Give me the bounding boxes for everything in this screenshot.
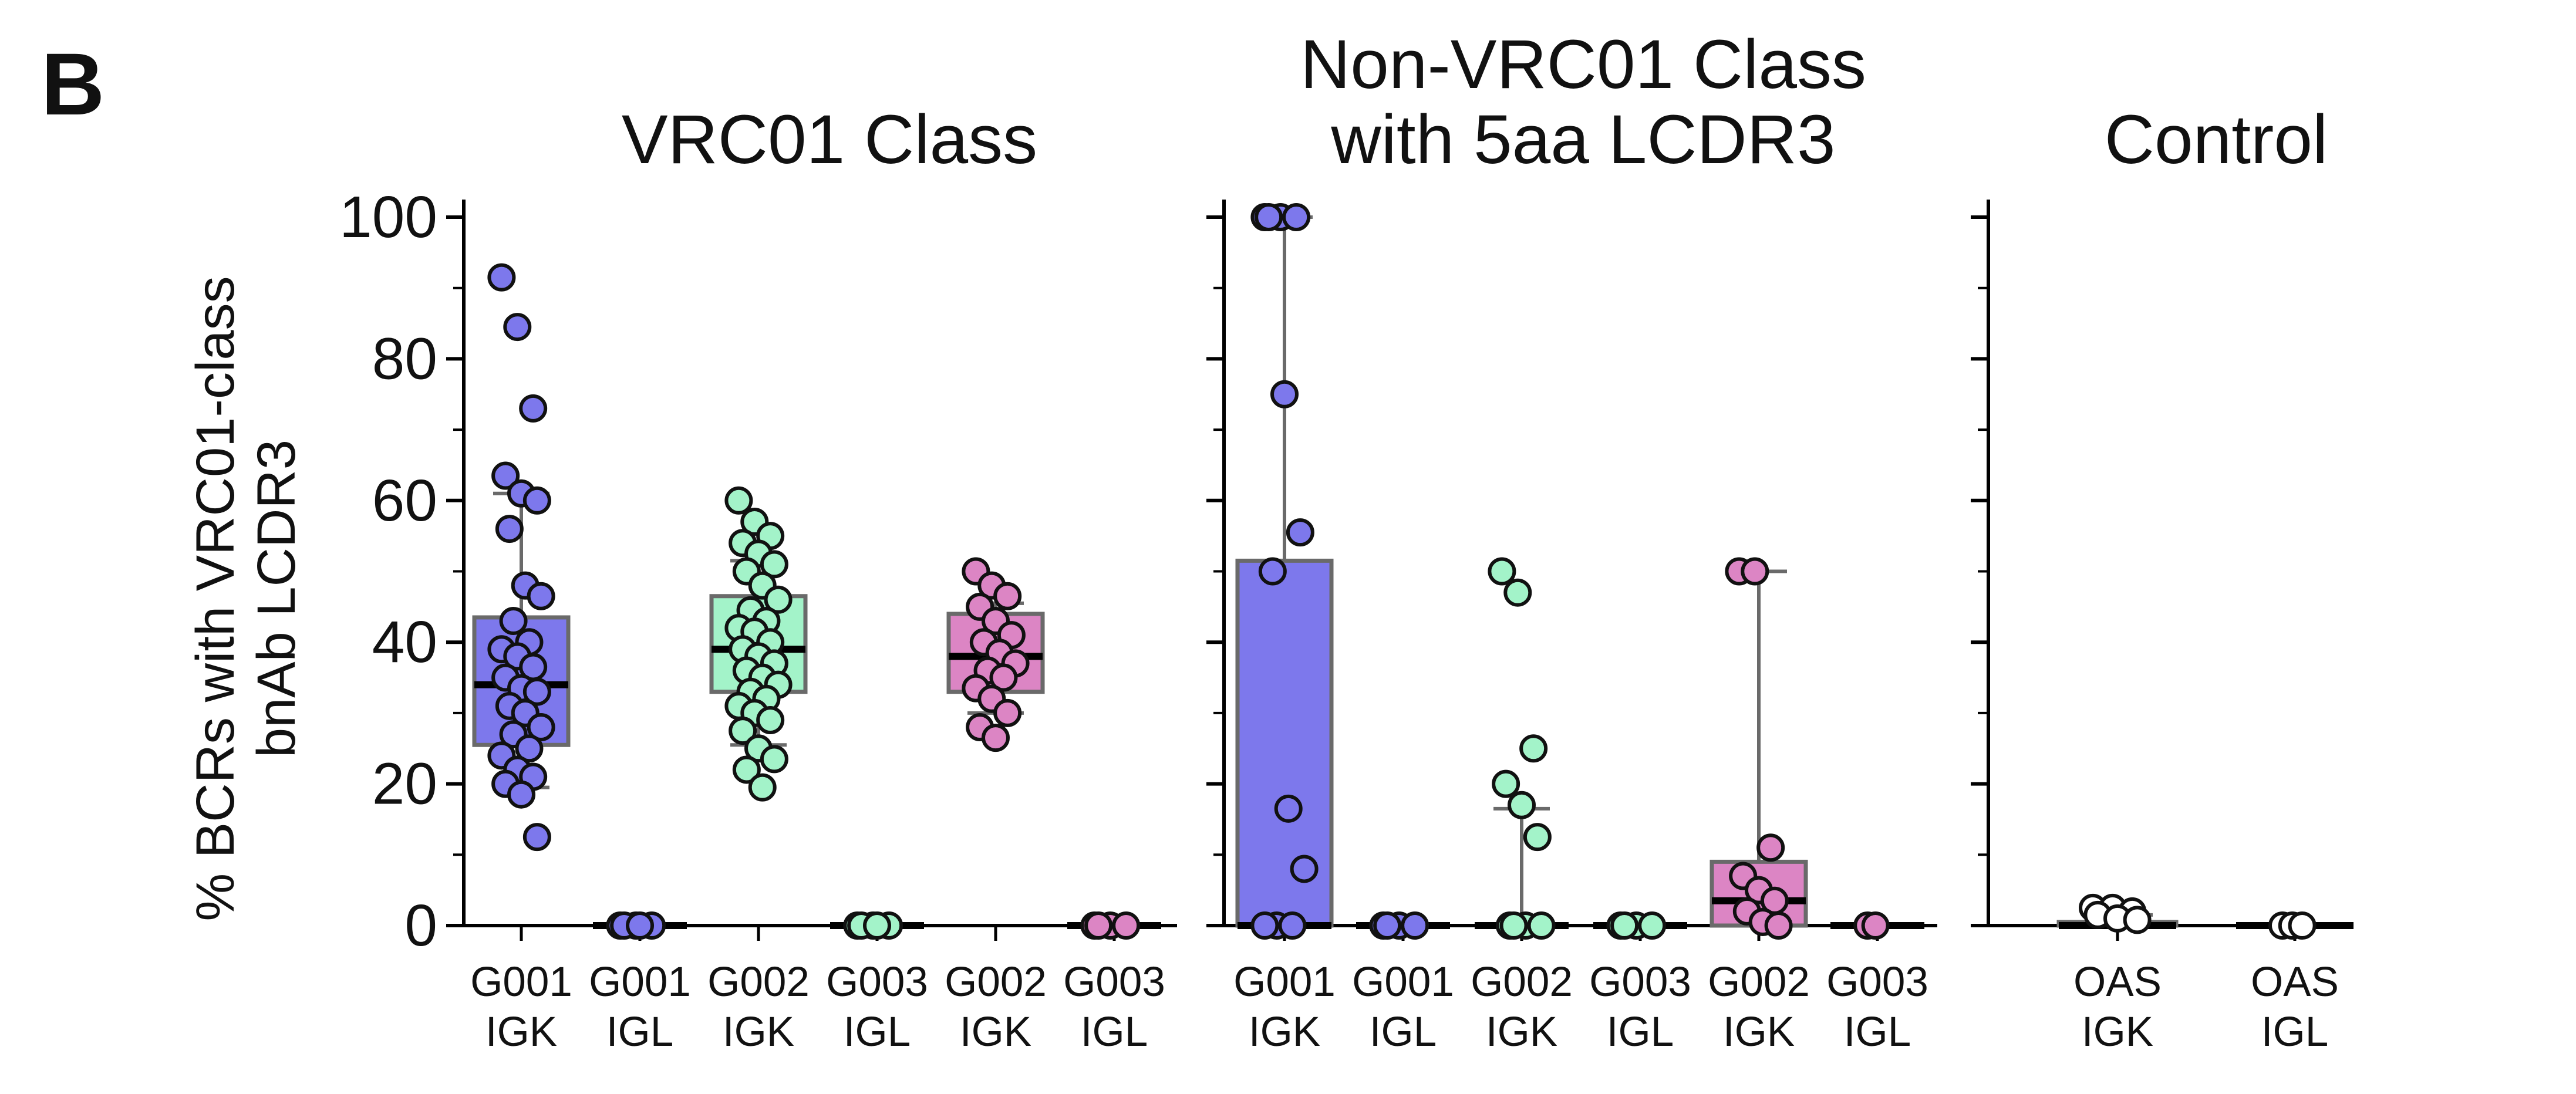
data-point [507,780,535,809]
data-point [522,677,551,706]
y-tick-label: 40 [372,609,437,675]
data-point [2288,911,2317,940]
y-tick-label: 80 [372,326,437,391]
data-point [1286,518,1314,547]
data-point [1112,911,1141,940]
data-point [1638,911,1667,940]
x-category-label-line1: G001 [1352,959,1454,1005]
x-category-label-line1: G002 [707,959,810,1005]
data-point [993,698,1022,727]
x-category-label-line2: IGL [1081,1009,1148,1055]
data-point [519,394,548,423]
data-point [1492,769,1520,798]
panel-title-control: Control [2105,101,2328,178]
data-point [1274,794,1303,823]
data-point [756,705,785,734]
y-tick-label: 60 [372,468,437,534]
data-point [2123,906,2152,934]
x-category-label-line1: G003 [826,959,928,1005]
x-category-label-line2: IGK [1249,1009,1320,1055]
data-point [1610,911,1639,940]
data-point [626,911,654,940]
data-point [1519,734,1548,763]
x-category-label-line2: IGK [2082,1009,2153,1055]
data-point [522,486,551,515]
panel-title-vrc01: VRC01 Class [622,101,1037,178]
data-point [527,713,555,742]
data-point [1756,833,1785,862]
data-point [760,745,788,774]
x-category-label-line2: IGL [1607,1009,1674,1055]
data-point [1861,911,1890,940]
x-category-label-line2: IGK [960,1009,1031,1055]
data-point [527,582,555,610]
data-point [491,461,520,490]
data-point [1255,203,1283,231]
x-category-label-line1: G001 [470,959,572,1005]
data-point [1764,911,1793,940]
x-category-label-line2: IGK [723,1009,794,1055]
data-point [1741,557,1769,586]
x-category-label-line1: G002 [1471,959,1573,1005]
data-point [499,606,528,635]
data-point [1527,911,1556,940]
x-category-label-line2: IGL [606,1009,673,1055]
data-point [989,663,1018,692]
data-point [1290,855,1319,883]
y-axis-label-line2: bnAb LCDR3 [247,440,306,758]
x-category-label-line1: G001 [589,959,691,1005]
data-point [1373,911,1402,940]
x-category-label-line1: G003 [1589,959,1691,1005]
x-category-label-line1: G001 [1233,959,1336,1005]
data-point [503,313,532,342]
panel-title-nonvrc01-line1: Non-VRC01 Class [1300,26,1866,103]
x-category-label-line2: IGL [1370,1009,1437,1055]
data-point [748,773,777,802]
x-category-label-line1: G002 [1708,959,1810,1005]
x-category-label-line2: IGL [1844,1009,1911,1055]
data-point [487,263,516,292]
data-point [515,734,544,763]
data-point [732,755,761,784]
data-point [1508,791,1536,819]
panel-title-nonvrc01-line2: with 5aa LCDR3 [1330,101,1835,178]
x-category-label-line1: G002 [945,959,1047,1005]
data-point [1250,911,1279,940]
data-point [1503,578,1532,607]
data-point [1278,911,1307,940]
x-category-label-line2: IGK [485,1009,557,1055]
data-point [760,550,788,579]
data-point [1523,823,1552,852]
x-category-label-line1: OAS [2251,959,2339,1005]
x-category-label-line2: IGK [1486,1009,1557,1055]
y-tick-label: 20 [372,751,437,817]
data-point [1499,911,1528,940]
y-tick-label: 100 [339,184,437,250]
data-point [764,585,793,614]
data-point [729,717,757,745]
data-point [1258,557,1287,586]
data-point [495,515,524,543]
data-point [863,911,891,940]
data-point [1488,557,1516,586]
panel-letter: B [41,35,104,133]
x-category-label-line2: IGL [844,1009,911,1055]
x-category-label-line2: IGL [2261,1009,2328,1055]
data-point [1270,380,1299,408]
x-category-label-line1: G003 [1063,959,1165,1005]
data-point [993,582,1022,610]
data-point [982,724,1010,752]
x-category-label-line1: OAS [2073,959,2162,1005]
data-point [1282,203,1311,231]
y-tick-label: 0 [404,893,437,958]
x-category-label-line1: G003 [1826,959,1928,1005]
data-point [522,823,551,852]
data-point [724,486,753,515]
data-point [1084,911,1113,940]
plot-layer: 020406080100G001IGKG001IGLG002IGKG003IGL… [339,184,2354,1055]
x-category-label-line2: IGK [1723,1009,1795,1055]
y-axis-label-line1: % BCRs with VRC01-class [186,276,245,921]
data-point [1401,911,1429,940]
